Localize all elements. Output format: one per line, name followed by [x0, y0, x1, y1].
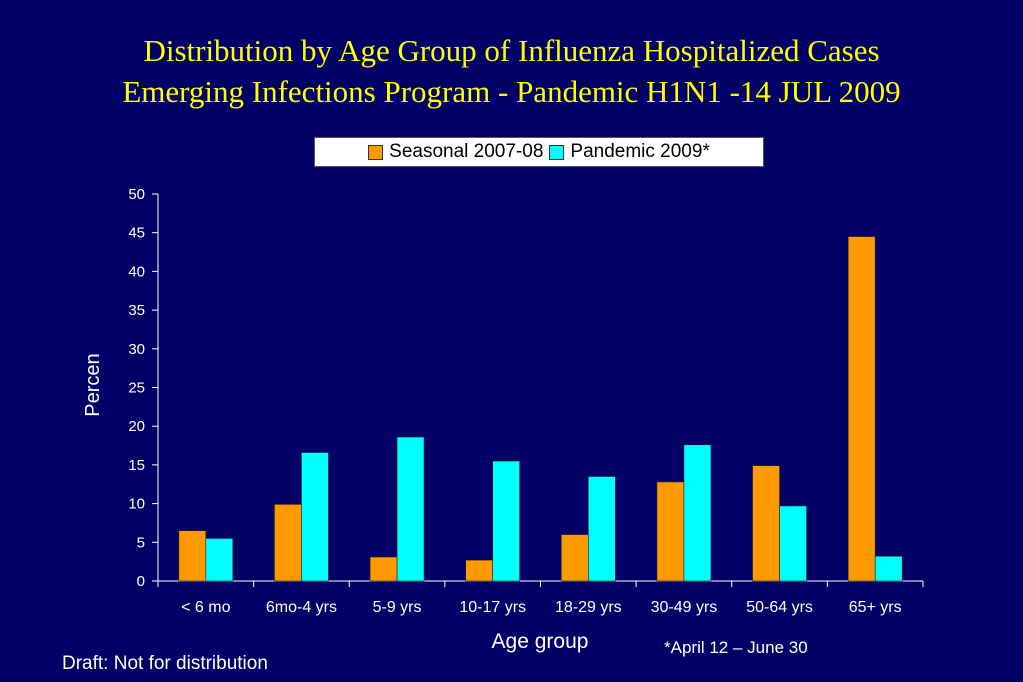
legend-label-seasonal: Seasonal 2007-08 — [389, 141, 544, 162]
y-tick-label: 45 — [128, 225, 145, 242]
legend-item-pandemic: Pandemic 2009* — [549, 141, 710, 163]
y-tick-label: 20 — [128, 418, 145, 435]
legend-item-seasonal: Seasonal 2007-08 — [368, 141, 543, 163]
chart-bars — [178, 236, 903, 582]
x-tick-label: 10-17 yrs — [459, 599, 526, 616]
bar-pandemic — [396, 436, 425, 582]
y-tick-label: 25 — [128, 380, 145, 397]
bar-seasonal — [752, 465, 780, 582]
y-axis-label: Percen — [82, 353, 104, 416]
bar-pandemic — [683, 444, 712, 582]
chart-labels: 0 5 10 15 20 25 30 35 40 45 50 < 6 mo 6mo-4 yrs 5-9 y… — [128, 186, 901, 616]
y-tick-label: 35 — [128, 302, 145, 319]
bar-seasonal — [656, 481, 685, 582]
legend-swatch-pandemic — [549, 144, 565, 160]
bar-pandemic — [874, 555, 903, 582]
bar-pandemic — [588, 476, 616, 582]
x-axis-label: Age group — [492, 630, 589, 653]
x-tick-label: 18-29 yrs — [555, 599, 622, 616]
y-tick-label: 50 — [128, 186, 145, 203]
y-tick-label: 0 — [137, 573, 145, 590]
bar-seasonal — [561, 534, 589, 582]
y-tick-label: 10 — [128, 496, 145, 513]
title-line-1: Distribution by Age Group of Influenza H… — [143, 33, 880, 68]
bar-pandemic — [779, 505, 807, 582]
chart-legend: Seasonal 2007-08 Pandemic 2009* — [314, 137, 764, 167]
x-tick-label: 30-49 yrs — [651, 599, 718, 616]
legend-label-pandemic: Pandemic 2009* — [570, 141, 710, 162]
draft-notice: Draft: Not for distribution — [62, 653, 268, 674]
y-tick-label: 40 — [128, 263, 145, 280]
bar-seasonal — [847, 236, 876, 582]
bar-pandemic — [492, 460, 520, 582]
bar-seasonal — [178, 530, 207, 582]
bar-pandemic — [205, 538, 234, 582]
y-tick-label: 5 — [137, 534, 145, 551]
y-tick-label: 15 — [128, 457, 145, 474]
bar-seasonal — [369, 556, 398, 582]
bar-pandemic — [301, 452, 329, 582]
x-tick-label: 6mo-4 yrs — [266, 599, 337, 616]
chart-axes — [152, 193, 924, 587]
x-tick-label: 50-64 yrs — [746, 599, 813, 616]
bar-seasonal — [465, 559, 493, 582]
footnote: *April 12 – June 30 — [664, 638, 808, 657]
bar-seasonal — [274, 504, 302, 582]
x-tick-label: 65+ yrs — [849, 599, 902, 616]
slide-title: Distribution by Age Group of Influenza H… — [0, 30, 1023, 112]
legend-swatch-seasonal — [368, 144, 384, 160]
x-tick-label: 5-9 yrs — [373, 599, 422, 616]
title-line-2: Emerging Infections Program - Pandemic H… — [122, 74, 901, 109]
y-tick-label: 30 — [128, 341, 145, 358]
x-tick-label: < 6 mo — [181, 599, 230, 616]
